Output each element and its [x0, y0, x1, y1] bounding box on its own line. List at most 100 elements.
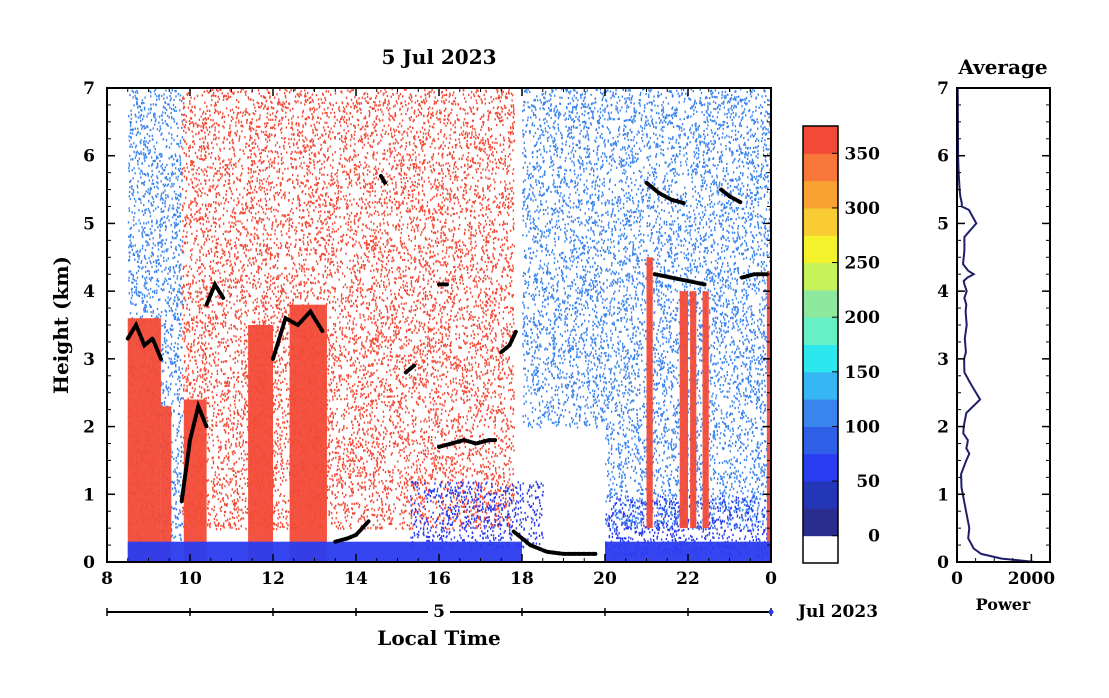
- layer-trace-7: [437, 438, 500, 449]
- colorbar-cell-1: [803, 508, 838, 537]
- colorbar-cell-0: [803, 535, 838, 564]
- echo-regions: [127, 257, 771, 562]
- colorbar-cell-12: [803, 207, 838, 236]
- main-y-tick-label: 7: [83, 79, 95, 99]
- average-x-ticks: 0 2000: [951, 554, 1055, 589]
- average-y-tick-label: 0: [937, 553, 949, 573]
- colorbar-cell-2: [803, 481, 838, 509]
- colorbar-tick-label: 0: [868, 527, 880, 547]
- colorbar-tick-label: 200: [845, 308, 881, 328]
- main-x-tick-label: 10: [178, 569, 202, 589]
- average-plot-background: [957, 88, 1050, 562]
- echo-region-0: [127, 318, 161, 562]
- main-chart-title: 5 Jul 2023: [381, 45, 496, 69]
- echo-region-3: [248, 325, 273, 562]
- echo-region-1: [160, 406, 172, 562]
- speckle-field-2: [410, 88, 516, 531]
- layer-trace-4: [333, 519, 371, 544]
- colorbar-cell-7: [803, 344, 838, 373]
- echo-region-8: [702, 291, 709, 529]
- echo-region-9: [766, 270, 771, 542]
- colorbar-cell-5: [803, 399, 838, 427]
- main-x-tick-label: 18: [510, 569, 534, 589]
- date-day-label: 5: [433, 602, 445, 622]
- colorbar-ticks: 0 50 100 150 200 250 300 350: [832, 144, 881, 547]
- average-y-tick-label: 7: [937, 79, 949, 99]
- layer-trace-10: [511, 529, 599, 556]
- colorbar-tick-label: 50: [856, 472, 880, 492]
- heatmap-plot-area: [107, 88, 771, 562]
- colorbar-cell-15: [803, 126, 838, 154]
- colorbar-tick-label: 250: [845, 254, 881, 274]
- colorbar-cell-4: [803, 426, 838, 455]
- layer-trace-5: [378, 174, 387, 185]
- layer-trace-12: [719, 187, 744, 206]
- average-x-axis-label: Power: [976, 595, 1031, 614]
- colorbar-tick-label: 150: [845, 363, 881, 383]
- main-y-axis-label: Height (km): [49, 256, 73, 394]
- colorbar-cell-11: [803, 235, 838, 264]
- main-y-tick-label: 4: [83, 282, 95, 302]
- colorbar-frame: [802, 125, 839, 564]
- main-x-ticks: 8 10 12 14 16 18 20 22 0: [101, 88, 777, 589]
- average-x-tick-label: 2000: [1008, 569, 1055, 589]
- main-x-axis-label: Local Time: [377, 626, 500, 650]
- colorbar-cell-8: [803, 317, 838, 345]
- main-y-tick-label: 1: [83, 485, 95, 505]
- average-power-line: [957, 88, 1036, 562]
- layer-traces: [125, 174, 769, 556]
- echo-region-11: [605, 541, 771, 562]
- main-y-tick-label: 0: [83, 553, 95, 573]
- layer-trace-11: [644, 180, 686, 206]
- layer-trace-0: [125, 320, 163, 361]
- average-panel-title: Average: [957, 55, 1047, 79]
- average-y-ticks: 0 1 2 3 4 5 6 7: [937, 79, 1050, 573]
- echo-region-5: [646, 257, 653, 529]
- speckle-field-4: [522, 88, 607, 429]
- main-x-tick-label: 0: [765, 569, 777, 589]
- colorbar-cell-6: [803, 371, 838, 400]
- main-y-ticks: 0 1 2 3 4 5 6 7: [83, 79, 771, 573]
- date-day-backdrop: [428, 604, 450, 620]
- layer-trace-1: [179, 399, 209, 504]
- echo-region-7: [690, 291, 697, 529]
- layer-trace-9: [499, 329, 518, 355]
- colorbar: 0 50 100 150 200 250 300 350: [802, 125, 881, 564]
- average-y-tick-label: 6: [937, 147, 949, 167]
- average-y-tick-label: 2: [937, 418, 949, 438]
- colorbar-tick-label: 300: [845, 199, 881, 219]
- layer-trace-3: [271, 308, 325, 361]
- main-x-tick-label: 16: [427, 569, 451, 589]
- main-y-tick-label: 5: [83, 214, 95, 234]
- colorbar-cell-9: [803, 289, 838, 318]
- average-y-tick-label: 3: [937, 350, 949, 370]
- layer-trace-2: [204, 279, 226, 307]
- layer-trace-6: [403, 363, 417, 375]
- colorbar-cell-10: [803, 262, 838, 291]
- average-profile-panel: Average 0 2000 0 1 2 3 4 5 6 7 Power: [937, 55, 1055, 614]
- main-x-tick-label: 22: [676, 569, 700, 589]
- colorbar-cell-14: [803, 153, 838, 182]
- main-x-tick-label: 12: [261, 569, 285, 589]
- main-y-tick-label: 6: [83, 147, 95, 167]
- colorbar-tick-label: 350: [845, 144, 881, 164]
- main-x-tick-label: 8: [101, 569, 113, 589]
- average-y-tick-label: 4: [937, 282, 949, 302]
- colorbar-tick-label: 100: [845, 417, 881, 437]
- date-month-year-label: Jul 2023: [796, 602, 878, 622]
- colorbar-cells: [803, 126, 838, 564]
- colorbar-cell-3: [803, 453, 838, 482]
- average-y-tick-label: 1: [937, 485, 949, 505]
- colorbar-cell-13: [803, 180, 838, 209]
- main-x-tick-label: 14: [344, 569, 368, 589]
- layer-trace-13: [652, 272, 707, 287]
- echo-region-4: [289, 304, 327, 562]
- echo-region-10: [127, 541, 522, 562]
- echo-region-6: [679, 291, 688, 529]
- main-y-tick-label: 3: [83, 350, 95, 370]
- speckle-field-5: [605, 88, 771, 531]
- main-y-tick-label: 2: [83, 418, 95, 438]
- main-x-tick-label: 20: [593, 569, 617, 589]
